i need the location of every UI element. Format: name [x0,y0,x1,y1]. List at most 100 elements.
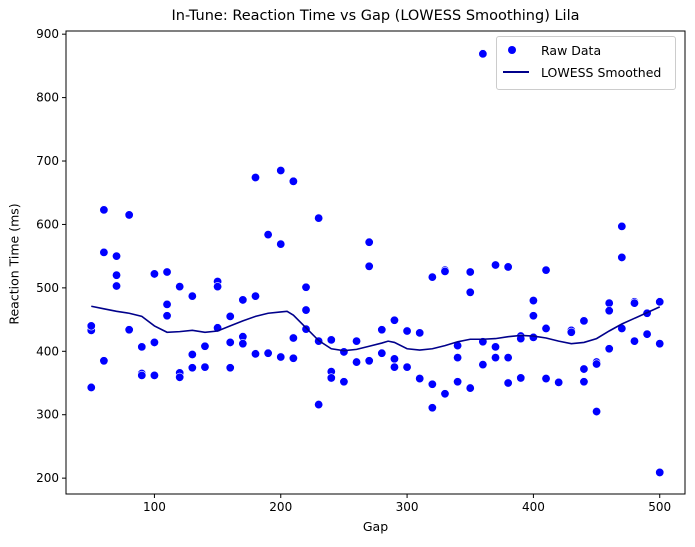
data-point [250,349,260,359]
data-point [364,356,374,366]
data-point [528,296,538,306]
data-point [427,379,437,389]
data-point [478,360,488,370]
data-point [579,364,589,374]
y-tick-label: 500 [36,281,59,295]
data-point [617,252,627,262]
data-point [503,378,513,388]
axes: 100 200 300 400 500 200 300 400 500 600 700 800 900 [36,27,686,514]
data-point [655,297,665,307]
data-point [352,336,362,346]
data-point [503,353,513,363]
data-point [162,299,172,309]
data-point [149,370,159,380]
legend-dot-icon [508,46,516,54]
legend-line-icon [503,71,529,73]
y-tick-label: 400 [36,344,59,358]
data-point [491,353,501,363]
data-point [402,362,412,372]
data-point [465,287,475,297]
data-point [364,237,374,247]
data-point [301,305,311,315]
data-point [478,49,488,59]
data-point [175,372,185,382]
data-point [427,272,437,282]
data-point [579,316,589,326]
data-point [541,374,551,384]
data-point [389,354,399,364]
y-axis-label: Reaction Time (ms) [6,203,22,325]
data-point [112,251,122,261]
scatter-series [86,49,665,477]
data-point [276,239,286,249]
y-tick-label: 600 [36,217,59,231]
data-point [250,173,260,183]
data-point [187,291,197,301]
legend-label: LOWESS Smoothed [541,64,662,80]
data-point [453,377,463,387]
data-point [642,329,652,339]
data-point [364,261,374,271]
data-point [554,377,564,387]
smoothed-series [91,305,661,352]
lowess-line [91,305,661,352]
data-point [541,265,551,275]
chart-title: In-Tune: Reaction Time vs Gap (LOWESS Sm… [171,8,580,24]
data-point [187,349,197,359]
data-point [604,298,614,308]
data-point [604,306,614,316]
data-point [528,311,538,321]
y-tick-label: 700 [36,154,59,168]
x-tick-label: 500 [648,500,671,514]
data-point [465,383,475,393]
x-tick-label: 300 [396,500,419,514]
data-point [301,282,311,292]
data-point [314,213,324,223]
data-point [440,389,450,399]
data-point [465,267,475,277]
data-point [629,298,639,308]
data-point [314,400,324,410]
data-point [187,363,197,373]
data-point [238,295,248,305]
y-tick-label: 300 [36,408,59,422]
data-point [592,407,602,417]
data-point [149,337,159,347]
data-point [415,374,425,384]
data-point [112,281,122,291]
data-point [629,336,639,346]
data-point [162,311,172,321]
x-tick-label: 400 [522,500,545,514]
data-point [124,325,134,335]
legend: Raw Data LOWESS Smoothed [496,36,676,90]
data-point [112,270,122,280]
data-point [137,370,147,380]
data-point [566,327,576,337]
data-point [225,337,235,347]
data-point [238,339,248,349]
data-point [263,348,273,358]
data-point [288,176,298,186]
data-point [162,267,172,277]
data-point [402,326,412,336]
legend-item-lowess: LOWESS Smoothed [497,62,661,82]
x-tick-label: 100 [143,500,166,514]
data-point [604,344,614,354]
data-point [288,333,298,343]
legend-item-raw-data: Raw Data [497,40,601,60]
data-point [137,342,147,352]
data-point [99,247,109,257]
data-point [453,353,463,363]
data-point [213,282,223,292]
data-point [124,210,134,220]
y-tick-label: 200 [36,471,59,485]
y-tick-label: 800 [36,91,59,105]
data-point [427,403,437,413]
data-point [339,347,349,357]
data-point [99,205,109,215]
y-tick-label: 900 [36,27,59,41]
data-point [250,291,260,301]
data-point [200,362,210,372]
data-point [99,356,109,366]
